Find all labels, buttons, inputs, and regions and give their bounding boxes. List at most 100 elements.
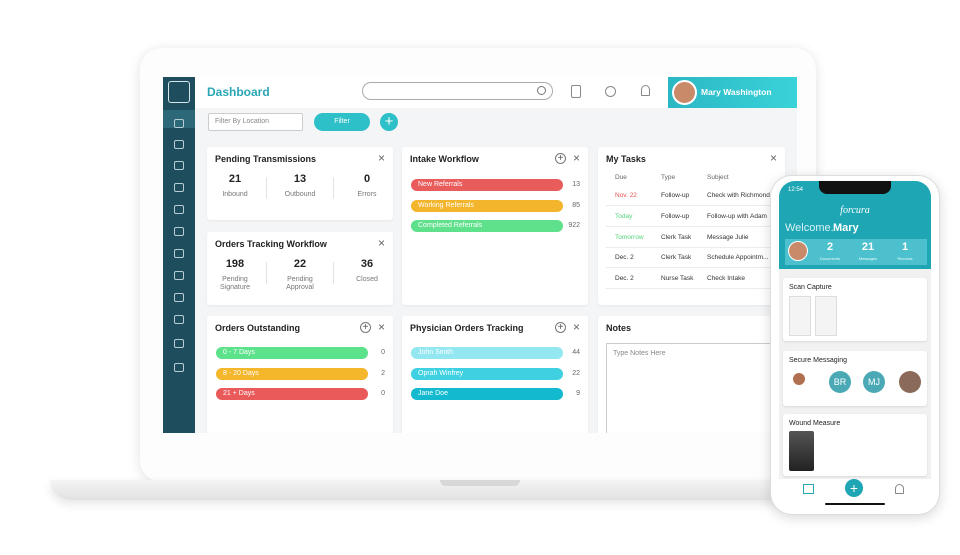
task-cell[interactable]: Follow-up [661, 212, 690, 220]
logo[interactable] [168, 81, 190, 103]
add-button[interactable]: + [555, 322, 566, 333]
phone-screen: 12:54 forcura Welcome. Mary 2 Documents 21 Mess… [779, 181, 931, 509]
status-bar[interactable]: Completed Referrals [411, 220, 563, 232]
nav-icon[interactable] [174, 205, 184, 214]
status-bar[interactable]: New Referrals [411, 179, 563, 191]
task-cell[interactable]: Dec. 2 [615, 275, 634, 283]
nav-icon[interactable] [174, 161, 184, 170]
stat-label: Pending Signature [220, 276, 250, 291]
close-button[interactable]: × [572, 151, 580, 165]
card-title: Orders Outstanding [215, 323, 301, 333]
close-button[interactable]: × [769, 151, 777, 165]
avatar [672, 80, 697, 105]
stat-label: Outbound [284, 191, 316, 198]
card-title: My Tasks [606, 154, 646, 164]
notes-input[interactable]: Type Notes Here [606, 343, 797, 433]
help-icon[interactable] [605, 86, 616, 97]
card: Orders Outstanding × +0 - 7 Days 0 8 - 20 Da… [207, 316, 393, 433]
task-cell[interactable]: Nov. 22 [615, 192, 637, 199]
filter-button[interactable]: Filter [314, 113, 370, 131]
add-button[interactable]: + [555, 153, 566, 164]
avatar-initials: MJ [863, 371, 885, 393]
task-cell[interactable]: Check with Richmond [707, 192, 770, 199]
document-thumbnail [815, 296, 837, 336]
nav-icon[interactable] [174, 119, 184, 128]
task-cell[interactable]: Check Intake [707, 275, 745, 283]
task-cell[interactable]: Tomorrow [615, 233, 644, 241]
task-cell[interactable]: Follow-up [661, 192, 690, 199]
card-title: Orders Tracking Workflow [215, 239, 327, 249]
task-cell[interactable]: Schedule Appointm... [707, 254, 769, 262]
stat-label: Messages [858, 256, 878, 261]
nav-icon[interactable] [174, 271, 184, 280]
search-icon[interactable] [537, 86, 546, 95]
nav-icon[interactable] [174, 227, 184, 236]
task-cell[interactable]: Nurse Task [661, 275, 694, 283]
bell-icon[interactable] [641, 85, 650, 96]
search-box[interactable] [362, 82, 553, 100]
close-button[interactable]: × [377, 236, 385, 250]
close-button[interactable]: × [572, 320, 580, 334]
task-cell[interactable]: Clerk Task [661, 233, 692, 241]
stat-value: 1 [901, 241, 909, 253]
nav-icon[interactable] [174, 140, 184, 149]
nav-icon[interactable] [174, 293, 184, 302]
row-divider [606, 205, 777, 206]
stat-value: 36 [360, 258, 374, 270]
task-cell[interactable]: Message Julie [707, 233, 749, 241]
phone-card[interactable]: Secure Messaging BR MJ [783, 351, 927, 406]
count: 44 [572, 349, 580, 356]
wound-photo [789, 431, 814, 471]
row-divider [606, 246, 777, 248]
column-header: Type [661, 174, 676, 181]
count: 85 [572, 201, 580, 209]
nav-icon[interactable] [174, 249, 184, 258]
add-button[interactable]: + [845, 479, 863, 497]
task-cell[interactable]: Clerk Task [661, 254, 692, 262]
status-bar[interactable]: Jane Doe [411, 388, 563, 400]
count: 22 [572, 369, 580, 377]
phone-card[interactable]: Wound Measure [783, 414, 927, 476]
status-bar[interactable]: Working Referrals [411, 199, 563, 212]
add-button[interactable]: + [360, 322, 371, 333]
doc-icon[interactable] [571, 85, 581, 98]
task-cell[interactable]: Today [615, 212, 633, 220]
card: My Tasks × Due Type Subject Nov. 22 Follow-up C… [598, 147, 785, 305]
status-bar[interactable]: 0 - 7 Days [216, 347, 368, 359]
filter-input[interactable]: Filter By Location [208, 113, 303, 131]
bell-icon[interactable] [895, 484, 904, 494]
card-title: Pending Transmissions [215, 154, 317, 164]
status-time: 12:54 [788, 187, 804, 193]
phone-card[interactable]: Scan Capture [783, 278, 927, 341]
row-divider [606, 225, 777, 227]
stat-value: 198 [225, 258, 245, 270]
nav-icon[interactable] [174, 339, 184, 348]
close-button[interactable]: × [377, 320, 385, 334]
status-bar[interactable]: Oprah Winfrey [411, 367, 563, 380]
row-divider [606, 267, 777, 269]
stat-value: 13 [293, 173, 307, 185]
close-button[interactable]: × [377, 151, 385, 165]
status-bar[interactable]: 8 - 20 Days [216, 367, 368, 380]
nav-icon[interactable] [174, 315, 184, 324]
status-bar[interactable]: John Smith [411, 347, 563, 359]
stat-label: Documents [819, 256, 841, 261]
user-chip[interactable]: Mary Washington [668, 77, 797, 108]
avatar-initials: BR [829, 371, 851, 393]
divider [333, 262, 334, 284]
laptop-notch [440, 480, 520, 486]
card-title: Scan Capture [789, 284, 832, 291]
task-cell[interactable]: Follow-up with Adam [707, 212, 767, 220]
nav-icon[interactable] [174, 183, 184, 192]
phone-notch [819, 181, 891, 194]
column-header: Due [615, 174, 627, 181]
stat-label: Closed [356, 276, 378, 283]
nav-icon[interactable] [174, 363, 184, 372]
task-cell[interactable]: Dec. 2 [615, 254, 634, 262]
card-title: Wound Measure [789, 420, 841, 427]
add-button[interactable]: + [380, 113, 398, 131]
avatar [899, 371, 921, 393]
home-icon[interactable] [803, 484, 814, 494]
status-bar[interactable]: 21 + Days [216, 388, 368, 400]
